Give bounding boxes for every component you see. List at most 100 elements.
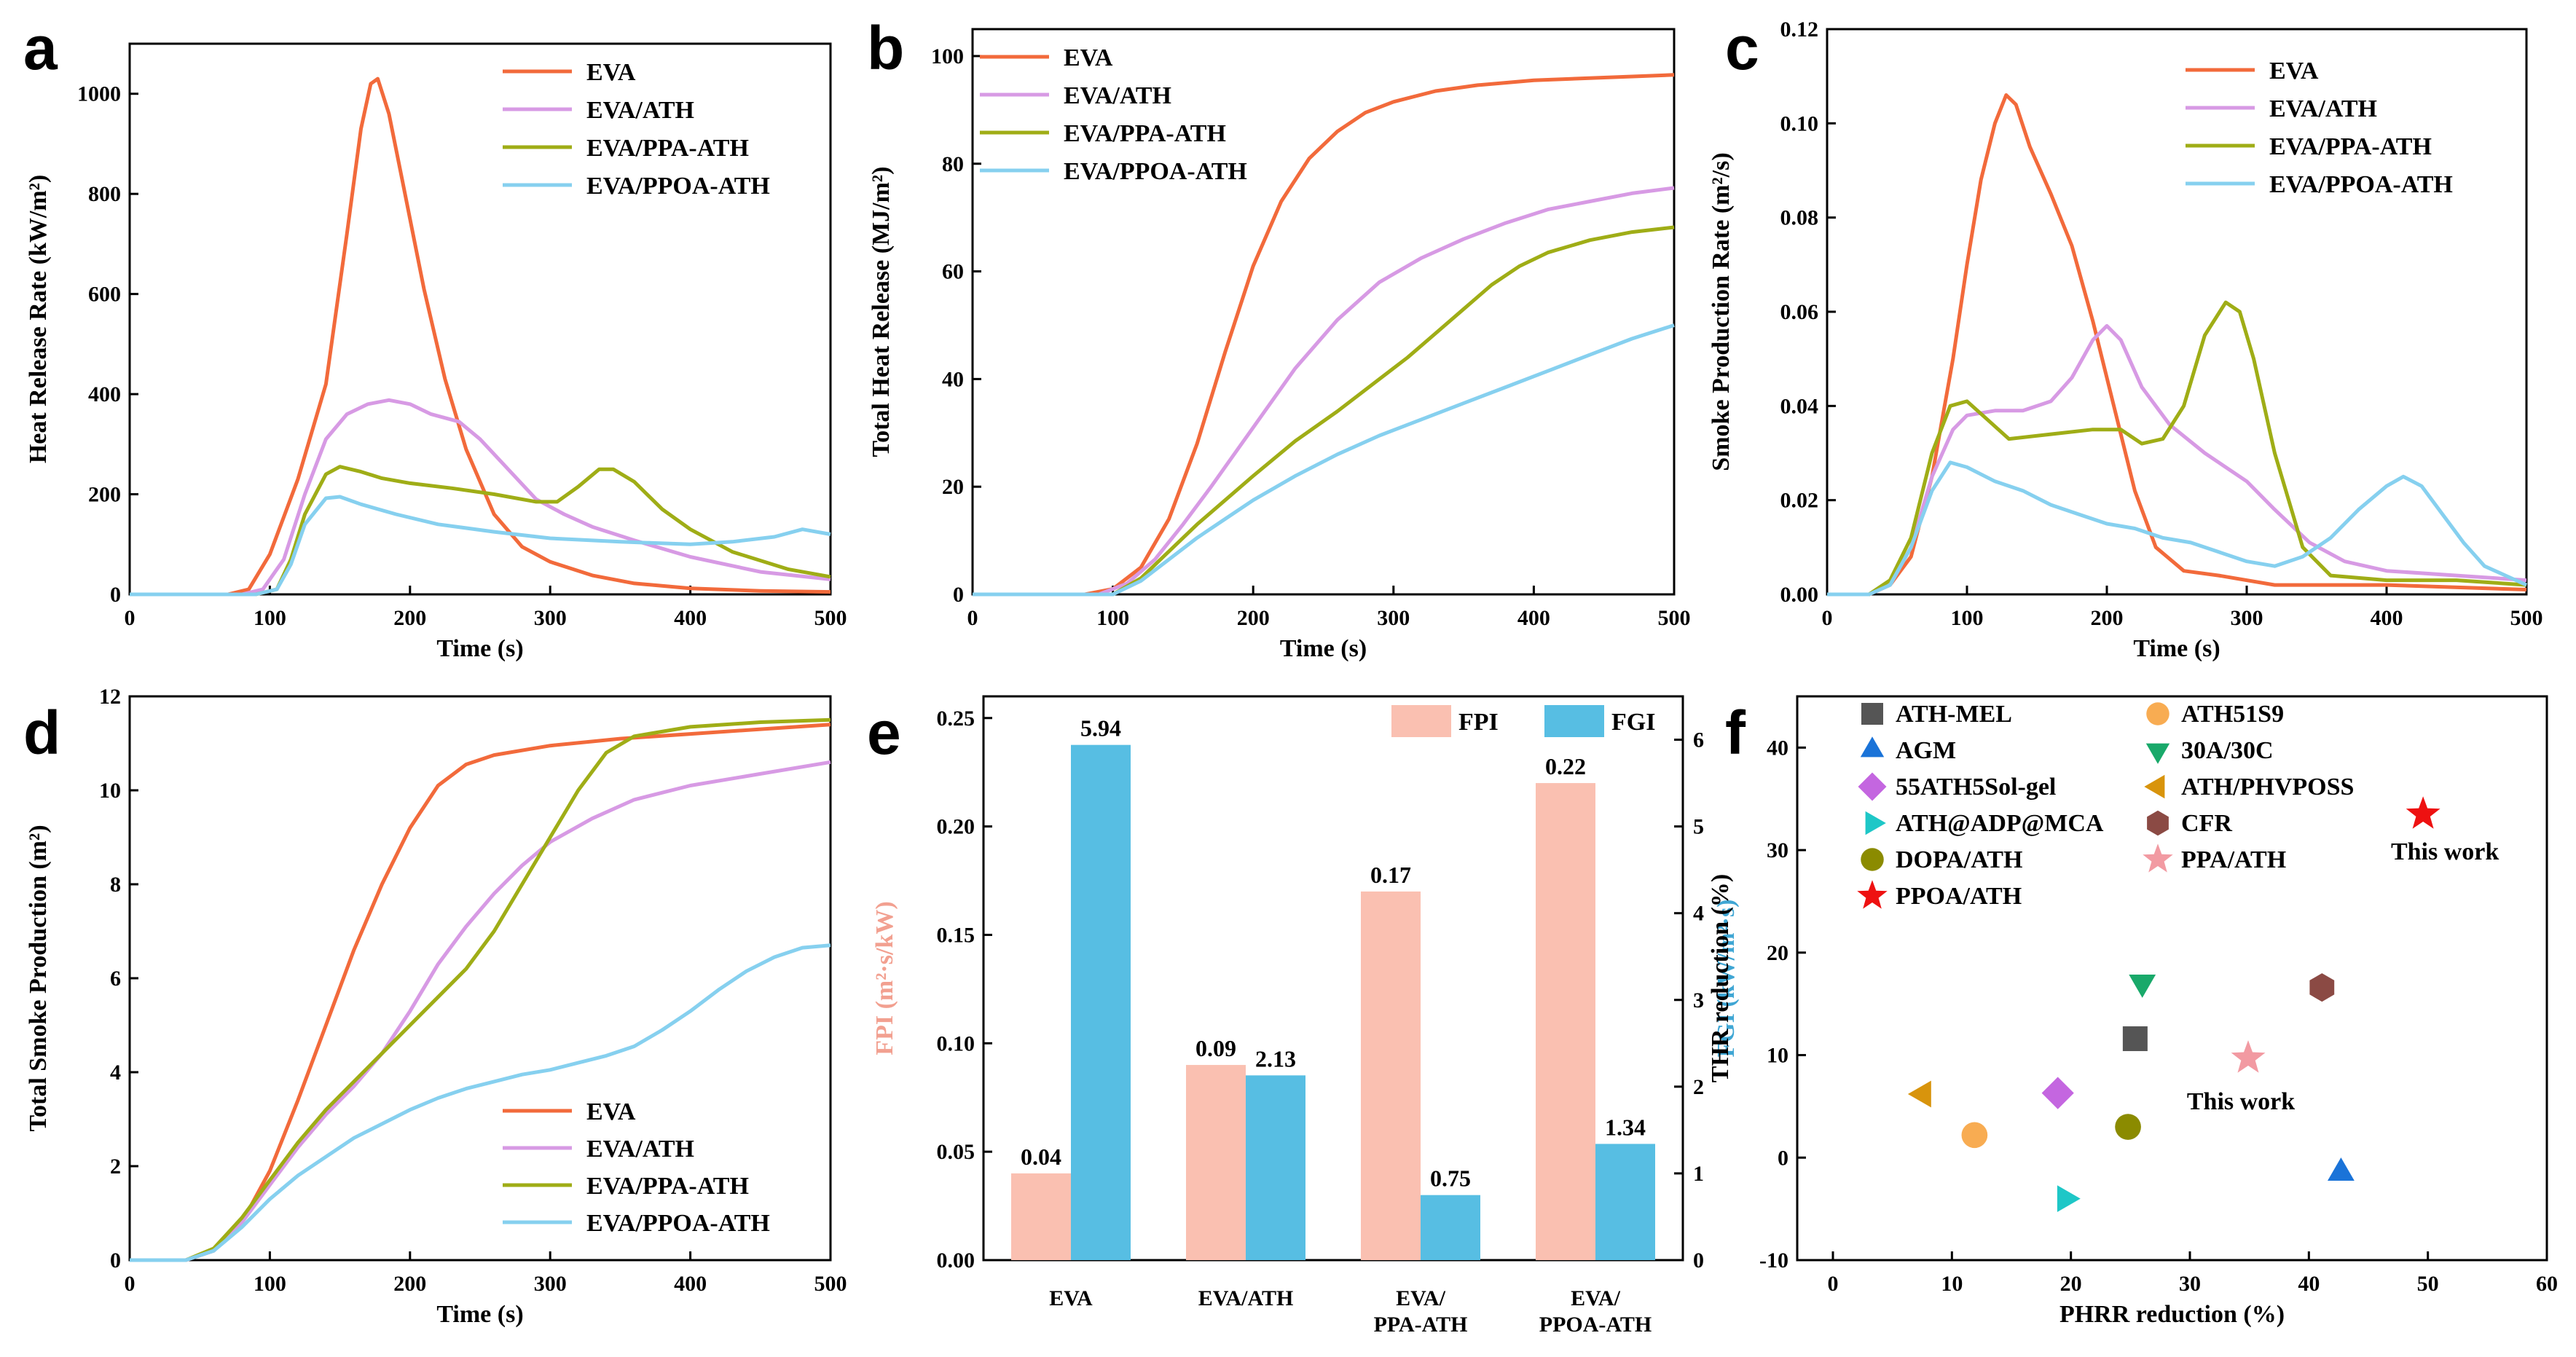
- y-tick-label: 0.06: [1780, 300, 1819, 324]
- legend-label: FGI: [1611, 709, 1655, 736]
- legend-label: 30A/30C: [2181, 737, 2274, 764]
- x-axis-label: Time (s): [436, 1301, 523, 1328]
- x-tick-label: 50: [2417, 1272, 2439, 1296]
- legend-label: PPOA/ATH: [1896, 883, 2022, 910]
- scatter-point-ppa-ath: [2231, 1040, 2266, 1073]
- bar-fgi: [1071, 744, 1131, 1260]
- y-axis-label-fpi: FPI (m²·s/kW): [871, 901, 898, 1055]
- legend-e: FPI FGI: [1391, 705, 1655, 737]
- data-label-fgi: 2.13: [1255, 1045, 1296, 1071]
- data-label-fpi: 0.22: [1545, 753, 1586, 779]
- y-axis-label: Smoke Production Rate (m²/s): [1708, 152, 1735, 471]
- x-tick-label: 500: [814, 606, 847, 630]
- x-tick-label: 10: [1941, 1272, 1963, 1296]
- x-tick-label: EVA/: [1396, 1286, 1445, 1310]
- x-tick-label: 100: [1096, 606, 1129, 630]
- legend-marker: [2145, 743, 2170, 764]
- legend-b: EVA EVA/ATH EVA/PPA-ATH EVA/PPOA-ATH: [980, 44, 1247, 185]
- x-tick-label: 60: [2536, 1272, 2558, 1296]
- legend-d: EVA EVA/ATH EVA/PPA-ATH EVA/PPOA-ATH: [503, 1098, 770, 1237]
- y-tick-label: 2: [110, 1155, 121, 1179]
- series-line-eva-ppoa-ath: [1827, 460, 2528, 597]
- x-tick-label: 300: [534, 1272, 567, 1296]
- y-axis-label: THR reduction (%): [1707, 874, 1734, 1082]
- y-tick-label: 600: [88, 283, 121, 307]
- y-tick-label: 10: [99, 779, 121, 803]
- legend-label: EVA: [586, 1098, 636, 1125]
- y-tick-label: 60: [942, 260, 964, 284]
- chart-b: b 0 100 200 300 400 500 0 20 40 60 80 100 Time (s) Tot…: [867, 14, 1691, 662]
- chart-d: d 0 100 200 300 400 500 0 2 4 6 8 10 12 Time (s) Total …: [23, 685, 847, 1328]
- scatter-point-ath-mel: [2122, 1026, 2148, 1052]
- data-label-fgi: 0.75: [1430, 1165, 1471, 1192]
- scatter-point-dopa-ath: [2115, 1114, 2141, 1140]
- bar-fgi: [1246, 1075, 1305, 1260]
- data-label-fgi: 5.94: [1080, 715, 1121, 742]
- series-line-eva-ath: [130, 398, 831, 597]
- y-tick-label: 0.05: [937, 1140, 975, 1164]
- x-axis-label: Time (s): [1280, 635, 1367, 662]
- legend-label: EVA/ATH: [1064, 82, 1171, 109]
- x-tick-label: 500: [814, 1272, 847, 1296]
- legend-c: EVA EVA/ATH EVA/PPA-ATH EVA/PPOA-ATH: [2186, 58, 2453, 198]
- data-label-fgi: 1.34: [1605, 1114, 1646, 1140]
- y-tick-label: 0: [110, 583, 121, 607]
- scatter-point-ppoa-ath: [2406, 796, 2440, 829]
- x-tick-label: 100: [254, 1272, 286, 1296]
- y-tick-label: 80: [942, 152, 964, 176]
- y-tick-label: 20: [942, 475, 964, 499]
- series-line-eva-ath: [973, 186, 1675, 597]
- series-line-eva-ath: [130, 760, 831, 1262]
- legend-marker: [1857, 880, 1888, 909]
- y2-tick-label: 3: [1693, 988, 1704, 1012]
- y-tick-label: 0.12: [1780, 17, 1819, 42]
- y-tick-label: 6: [110, 967, 121, 991]
- y-tick-label: 30: [1767, 838, 1788, 862]
- y-tick-label: -10: [1759, 1248, 1788, 1273]
- y-tick-label: 8: [110, 873, 121, 897]
- legend-label: EVA/PPOA-ATH: [586, 1210, 770, 1237]
- y-tick-label: 0.10: [937, 1031, 975, 1055]
- x-axis-label: PHRR reduction (%): [2059, 1301, 2285, 1328]
- legend-label: CFR: [2181, 810, 2232, 837]
- legend-f: ATH-MEL AGM 55ATH5Sol-gel ATH@ADP@MCA DOPA/A…: [1857, 701, 2354, 910]
- panel-label-d: d: [23, 699, 60, 767]
- data-label-fpi: 0.04: [1021, 1144, 1061, 1170]
- legend-marker: [1861, 848, 1884, 871]
- y-axis-label: Total Smoke Production (m²): [25, 825, 52, 1131]
- x-tick-label: 200: [393, 1272, 426, 1296]
- legend-swatch: [1544, 705, 1604, 737]
- legend-label: EVA/PPA-ATH: [2269, 133, 2432, 160]
- y-tick-label: 0.10: [1780, 111, 1819, 135]
- legend-marker: [1861, 703, 1883, 725]
- y-tick-label: 0: [110, 1248, 121, 1273]
- y-tick-label: 0: [1778, 1146, 1788, 1170]
- y2-tick-label: 0: [1693, 1248, 1704, 1273]
- x-tick-label: 0: [125, 1272, 136, 1296]
- annotation-this-work: This work: [2391, 838, 2499, 865]
- x-tick-label: 300: [1377, 606, 1410, 630]
- series-line-eva-ppa-ath: [130, 465, 831, 597]
- series-line-eva: [1827, 93, 2527, 597]
- data-label-fpi: 0.09: [1195, 1035, 1236, 1061]
- chart-f: f 0 10 20 30 40 50 60 -10 0 10 20 30 40 PHRR reduction…: [1707, 695, 2558, 1328]
- legend-label: EVA/PPA-ATH: [586, 135, 749, 162]
- plot-frame: [982, 695, 1684, 1262]
- legend-label: EVA/PPA-ATH: [586, 1173, 749, 1200]
- data-label-fpi: 0.17: [1370, 862, 1411, 888]
- x-tick-label: 200: [393, 606, 426, 630]
- x-tick-label: 40: [2298, 1272, 2320, 1296]
- y2-tick-label: 6: [1693, 728, 1704, 752]
- y-tick-label: 400: [88, 382, 121, 406]
- y-axis-label: Heat Release Rate (kW/m²): [25, 175, 52, 463]
- legend-label: ATH-MEL: [1896, 701, 2012, 728]
- panel-label-c: c: [1725, 14, 1759, 82]
- legend-label: EVA/ATH: [586, 1136, 694, 1163]
- bar-fpi: [1011, 1173, 1071, 1260]
- legend-label: 55ATH5Sol-gel: [1896, 774, 2056, 801]
- legend-label: EVA: [586, 59, 636, 86]
- x-tick-label: 300: [534, 606, 567, 630]
- plot-frame: [128, 42, 832, 596]
- legend-marker: [2147, 810, 2169, 836]
